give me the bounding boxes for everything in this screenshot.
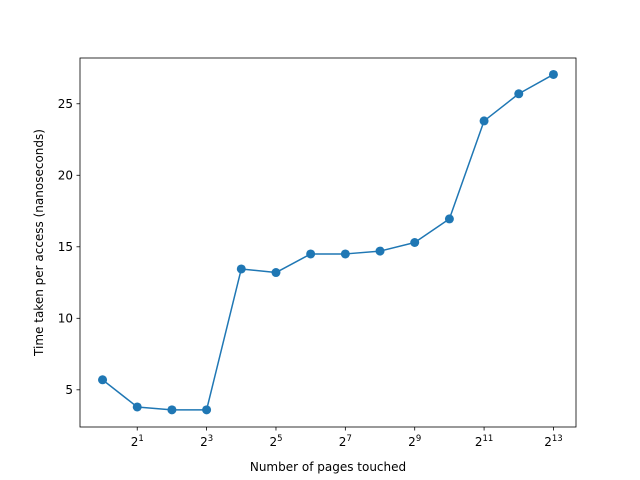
data-point: [271, 268, 281, 278]
y-axis-label: Time taken per access (nanoseconds): [32, 129, 46, 357]
x-tick-label: 211: [475, 434, 493, 449]
y-tick-label: 15: [58, 240, 73, 254]
x-axis-label: Number of pages touched: [250, 460, 406, 474]
x-tick-label: 29: [408, 434, 421, 449]
x-axis: 21 23 25 27 29 211 213: [131, 427, 563, 449]
data-point: [340, 249, 350, 259]
axes-frame: [79, 57, 577, 428]
data-point: [306, 249, 316, 259]
data-point: [167, 405, 177, 415]
y-tick-label: 5: [65, 383, 73, 397]
data-point: [98, 375, 108, 385]
plot-area: [98, 69, 558, 415]
x-tick-label: 213: [544, 434, 562, 449]
data-point: [236, 264, 246, 274]
y-axis: 5 10 15 20 25: [58, 97, 80, 397]
series-line: [102, 73, 554, 411]
data-point: [202, 405, 212, 415]
data-point: [375, 246, 385, 256]
y-tick-label: 10: [58, 311, 73, 325]
x-tick-label: 25: [269, 434, 282, 449]
y-tick-label: 25: [58, 97, 73, 111]
data-point: [132, 402, 142, 412]
data-point: [444, 214, 454, 224]
data-point: [548, 69, 558, 79]
x-tick-label: 23: [200, 434, 213, 449]
data-point: [514, 89, 524, 99]
y-tick-label: 20: [58, 168, 73, 182]
data-point: [410, 238, 420, 247]
x-tick-label: 27: [339, 434, 352, 449]
data-point: [479, 116, 489, 126]
x-tick-label: 21: [131, 434, 144, 449]
